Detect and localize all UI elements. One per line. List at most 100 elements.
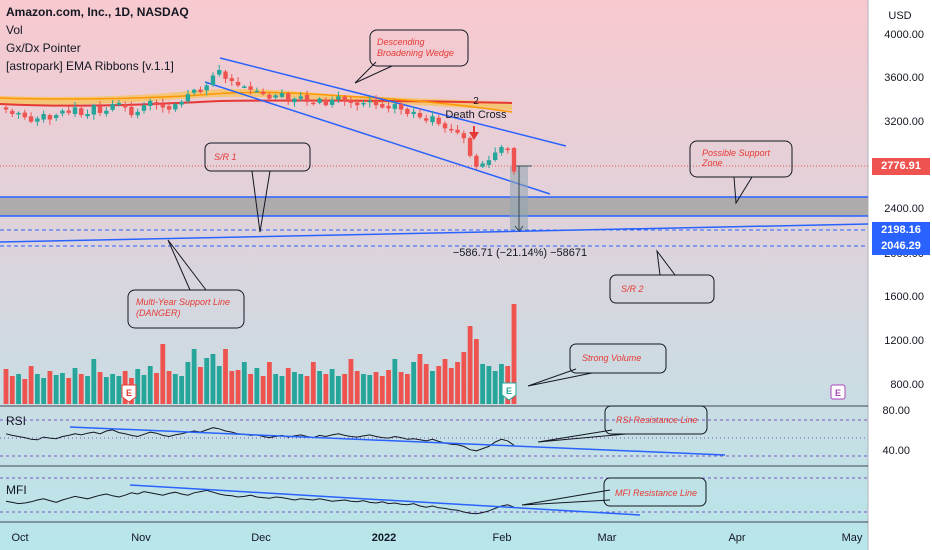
volume-bar [411, 362, 417, 404]
volume-bar [430, 371, 435, 404]
volume-bar [499, 364, 504, 404]
volume-bar [185, 362, 191, 404]
candle-body [185, 94, 191, 102]
candle-body [254, 90, 260, 93]
candle-body [411, 111, 416, 115]
candle-body [204, 85, 209, 91]
candle-body [474, 155, 479, 167]
candle-body [173, 104, 178, 110]
plot-background [0, 0, 868, 550]
volume-bar [285, 368, 291, 404]
rsi-tick-80: 80.00 [882, 405, 910, 417]
callout-rsi-resistance[interactable]: RSI Resistance Line [537, 405, 708, 443]
volume-bar [22, 379, 28, 404]
candle-body [505, 148, 510, 151]
callout-support-text: Possible Support Zone [701, 148, 773, 168]
candles-group [3, 64, 517, 176]
volume-bar [480, 364, 486, 404]
volume-bar [91, 359, 97, 404]
event-marker-2[interactable]: E [501, 382, 517, 401]
candle-body [480, 163, 485, 167]
callout-support-zone[interactable]: Possible Support Zone [689, 140, 793, 205]
volume-bar [235, 370, 241, 404]
candle-body [191, 89, 197, 93]
volume-bar [461, 352, 467, 404]
callout-wedge[interactable]: Descending Broadening Wedge [354, 29, 469, 84]
candle-body [292, 98, 297, 103]
mfi-pane-label: MFI [6, 483, 27, 497]
death-cross-number: 2 [473, 96, 479, 107]
candle-body [267, 94, 272, 99]
price-tick-4000: 4000.00 [884, 29, 924, 41]
callout-wedge-line-1: Descending [377, 37, 425, 47]
volume-bar [248, 374, 253, 404]
callout-sr1[interactable]: S/R 1 [204, 142, 311, 233]
time-tick-mar: Mar [598, 532, 617, 544]
callout-multi-year-line-2: (DANGER) [136, 308, 181, 318]
rsi-tick-40: 40.00 [882, 445, 910, 457]
callout-mfi-box [603, 477, 707, 507]
volume-bar [72, 368, 78, 404]
callout-mfi-resistance[interactable]: MFI Resistance Line [521, 477, 707, 507]
candle-body [317, 98, 322, 103]
volume-bar [335, 376, 341, 404]
rsi-resistance-line [69, 426, 726, 456]
measure-label: −586.71 (−21.14%) −58671 [453, 247, 587, 259]
legend-indicator-gxdx[interactable]: Gx/Dx Pointer [6, 41, 81, 55]
volume-bar [160, 344, 166, 404]
time-tick-apr: Apr [728, 532, 745, 544]
callout-volume-text: Strong Volume [582, 353, 641, 363]
callout-wedge-line-2: Broadening Wedge [377, 48, 454, 58]
volume-bar [298, 374, 304, 404]
volume-bar [448, 368, 454, 404]
candle-body [72, 107, 78, 114]
callout-multi-year[interactable]: Multi-Year Support Line (DANGER) [127, 239, 245, 329]
mfi-resistance-line [129, 484, 641, 516]
volume-bar [404, 374, 410, 404]
price-axis-background [868, 0, 932, 550]
callout-strong-volume[interactable]: Strong Volume [527, 343, 667, 387]
price-tick-3600: 3600.00 [884, 72, 924, 84]
candle-body [492, 152, 498, 161]
ema-slow-line [0, 99, 513, 107]
event-marker-3[interactable]: E [830, 384, 846, 400]
price-tick-800: 800.00 [890, 379, 924, 391]
volume-bar [317, 371, 322, 404]
candle-body [436, 117, 441, 124]
candle-body [355, 102, 360, 106]
volume-bar [154, 373, 159, 404]
support-zone-band [0, 197, 868, 216]
callout-sr2[interactable]: S/R 2 [609, 249, 715, 304]
volume-bar [16, 374, 21, 404]
volume-bar [467, 326, 473, 404]
volume-bar [41, 378, 47, 404]
volume-bar [47, 371, 53, 404]
candle-body [449, 128, 454, 131]
callout-rsi-text: RSI Resistance Line [616, 415, 698, 425]
candle-body [210, 75, 216, 86]
candle-body [47, 115, 53, 120]
time-tick-2022: 2022 [372, 532, 396, 544]
candle-body [348, 100, 354, 103]
level-2046-label: 2046.29 [872, 238, 930, 255]
candle-body [166, 106, 172, 110]
event-marker-1[interactable]: E [121, 384, 137, 403]
current-price-label: 2776.91 [872, 158, 930, 175]
volume-bar [423, 364, 429, 404]
callout-wedge-box [369, 29, 469, 67]
volume-bar [60, 373, 65, 404]
volume-bar [492, 371, 498, 404]
event-marker-1-shape [121, 384, 137, 403]
candle-body [398, 104, 404, 110]
legend-indicator-ema[interactable]: [astropark] EMA Ribbons [v.1.1] [6, 59, 174, 73]
candle-body [3, 107, 9, 110]
callout-multi-year-box [127, 289, 245, 329]
callout-rsi-pointer [537, 429, 627, 443]
legend-indicator-vol[interactable]: Vol [6, 23, 23, 37]
volume-bar [254, 368, 260, 404]
candle-body [85, 114, 90, 117]
legend-symbol[interactable]: Amazon.com, Inc., 1D, NASDAQ [6, 5, 189, 19]
wedge-lower-line [204, 81, 551, 195]
price-tick-2400: 2400.00 [884, 203, 924, 215]
